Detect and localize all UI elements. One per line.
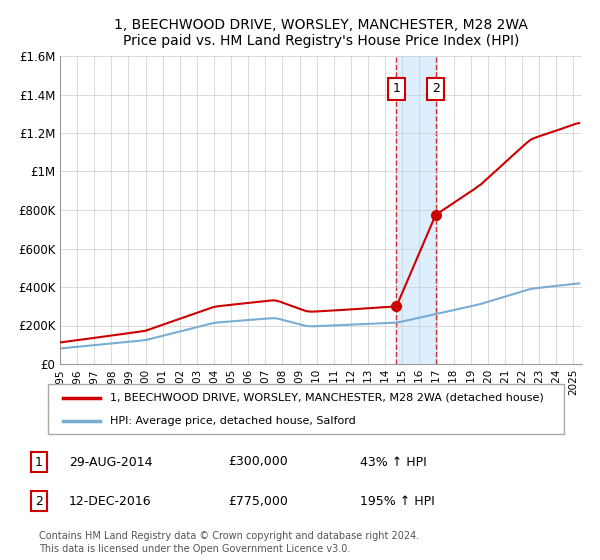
Text: 1: 1 — [35, 455, 43, 469]
Text: 2: 2 — [35, 494, 43, 508]
FancyBboxPatch shape — [48, 384, 564, 434]
Text: 43% ↑ HPI: 43% ↑ HPI — [360, 455, 427, 469]
Text: Contains HM Land Registry data © Crown copyright and database right 2024.
This d: Contains HM Land Registry data © Crown c… — [39, 531, 419, 554]
Text: 1, BEECHWOOD DRIVE, WORSLEY, MANCHESTER, M28 2WA (detached house): 1, BEECHWOOD DRIVE, WORSLEY, MANCHESTER,… — [110, 393, 544, 403]
Text: £775,000: £775,000 — [228, 494, 288, 508]
Text: 12-DEC-2016: 12-DEC-2016 — [69, 494, 152, 508]
Text: 2: 2 — [432, 82, 440, 95]
Text: £300,000: £300,000 — [228, 455, 288, 469]
Text: 29-AUG-2014: 29-AUG-2014 — [69, 455, 152, 469]
Title: 1, BEECHWOOD DRIVE, WORSLEY, MANCHESTER, M28 2WA
Price paid vs. HM Land Registry: 1, BEECHWOOD DRIVE, WORSLEY, MANCHESTER,… — [114, 18, 528, 48]
Bar — [397, 56, 436, 364]
Text: 1: 1 — [392, 82, 400, 95]
Text: HPI: Average price, detached house, Salford: HPI: Average price, detached house, Salf… — [110, 417, 356, 426]
Text: 195% ↑ HPI: 195% ↑ HPI — [360, 494, 435, 508]
